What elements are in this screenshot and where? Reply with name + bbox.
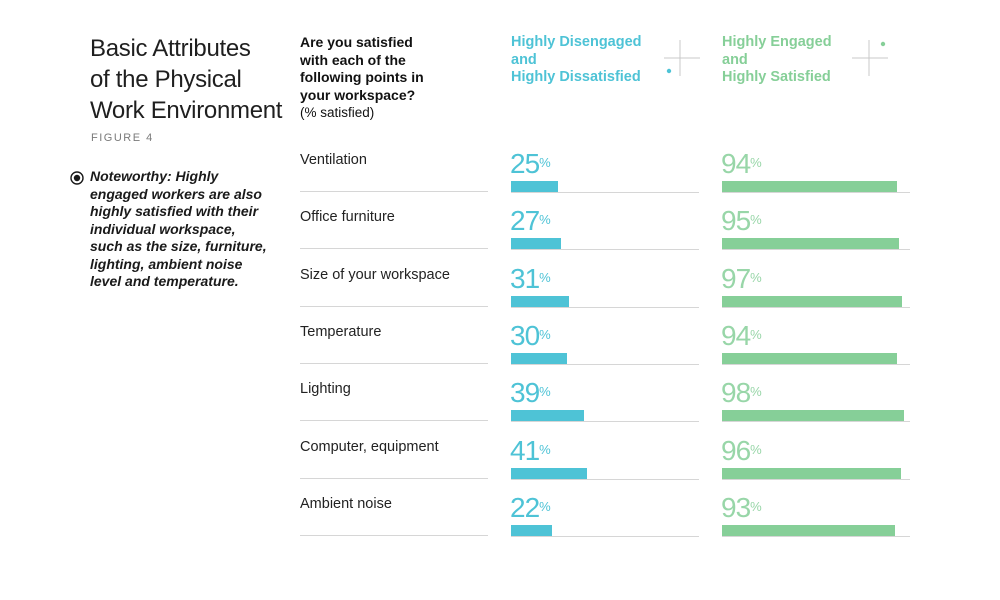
category-label: Ventilation [300, 152, 367, 168]
data-label: 41% [510, 434, 551, 466]
question-unit: (% satisfied) [300, 105, 375, 120]
plus-decoration-engaged [852, 40, 888, 76]
bar [722, 352, 897, 364]
data-label: 94% [721, 319, 762, 351]
data-label: 93% [721, 491, 762, 523]
legend-engaged: Highly Engaged and Highly Satisfied [722, 34, 897, 87]
row-divider [722, 535, 910, 537]
row-divider [722, 192, 910, 193]
row-divider [300, 534, 488, 536]
question-line: following points in [300, 69, 424, 85]
legend-line: and [722, 51, 748, 68]
row-divider [300, 420, 488, 422]
data-label: 30% [510, 319, 551, 351]
bar [511, 524, 552, 536]
legend-line: Highly Satisfied [722, 69, 831, 85]
question-line: Are you satisfied [300, 34, 413, 50]
figure-label: FIGURE 4 [91, 132, 154, 144]
row-divider [511, 478, 699, 480]
bar [511, 181, 558, 192]
category-label: Ambient noise [300, 495, 392, 512]
bar [722, 295, 903, 307]
title-line: Basic Attributes [90, 35, 251, 62]
legend-disengaged: Highly Disengaged and Highly Dissatisfie… [511, 34, 686, 87]
noteworthy-text: Noteworthy: Highly engaged workers are a… [90, 168, 267, 289]
target-icon [70, 171, 84, 185]
row-divider [722, 363, 910, 365]
legend-line: Highly Disengaged [511, 34, 642, 50]
row-divider [722, 249, 910, 251]
plus-decoration-disengaged [664, 40, 700, 76]
row-divider [722, 306, 910, 308]
row-divider [511, 192, 699, 193]
data-label: 27% [510, 205, 551, 237]
data-label: 31% [510, 262, 551, 294]
legend-line: and [511, 51, 537, 68]
bar [511, 352, 567, 364]
row-divider [722, 478, 910, 480]
category-label: Temperature [300, 323, 382, 340]
data-label: 94% [721, 148, 762, 179]
category-label: Office furniture [300, 209, 395, 226]
noteworthy-callout: Noteworthy: Highly engaged workers are a… [70, 168, 270, 291]
row-divider [300, 191, 488, 192]
bar [722, 524, 895, 536]
data-label: 25% [510, 148, 551, 179]
title-line: Work Environment [90, 97, 283, 124]
legend-line: Highly Dissatisfied [511, 69, 641, 85]
row-divider [300, 248, 488, 250]
chart-title: Basic Attributes of the Physical Work En… [90, 33, 295, 126]
bar [511, 467, 588, 479]
bar [722, 467, 901, 479]
row-divider [511, 363, 699, 365]
data-label: 97% [721, 262, 762, 294]
bar [722, 410, 905, 422]
row-divider [511, 249, 699, 251]
data-label: 39% [510, 377, 551, 409]
bar [511, 295, 569, 307]
bar [722, 238, 899, 250]
row-divider [511, 535, 699, 537]
category-label: Computer, equipment [300, 438, 439, 455]
row-divider [511, 421, 699, 423]
bar [722, 181, 897, 192]
title-line: of the Physical [90, 66, 242, 93]
row-divider [300, 477, 488, 479]
row-divider [300, 305, 488, 307]
row-divider [722, 421, 910, 423]
category-label: Lighting [300, 381, 351, 398]
data-label: 22% [510, 491, 551, 523]
bar [511, 410, 584, 422]
category-label: Size of your workspace [300, 266, 450, 283]
bar [511, 238, 562, 250]
data-label: 96% [721, 434, 762, 466]
data-label: 95% [721, 205, 762, 237]
row-divider [511, 306, 699, 308]
question-line: your workspace? [300, 86, 416, 103]
legend-line: Highly Engaged [722, 34, 832, 50]
survey-question: Are you satisfied with each of the follo… [300, 34, 490, 122]
data-label: 98% [721, 377, 762, 409]
question-line: with each of the [300, 51, 406, 68]
row-divider [300, 362, 488, 364]
